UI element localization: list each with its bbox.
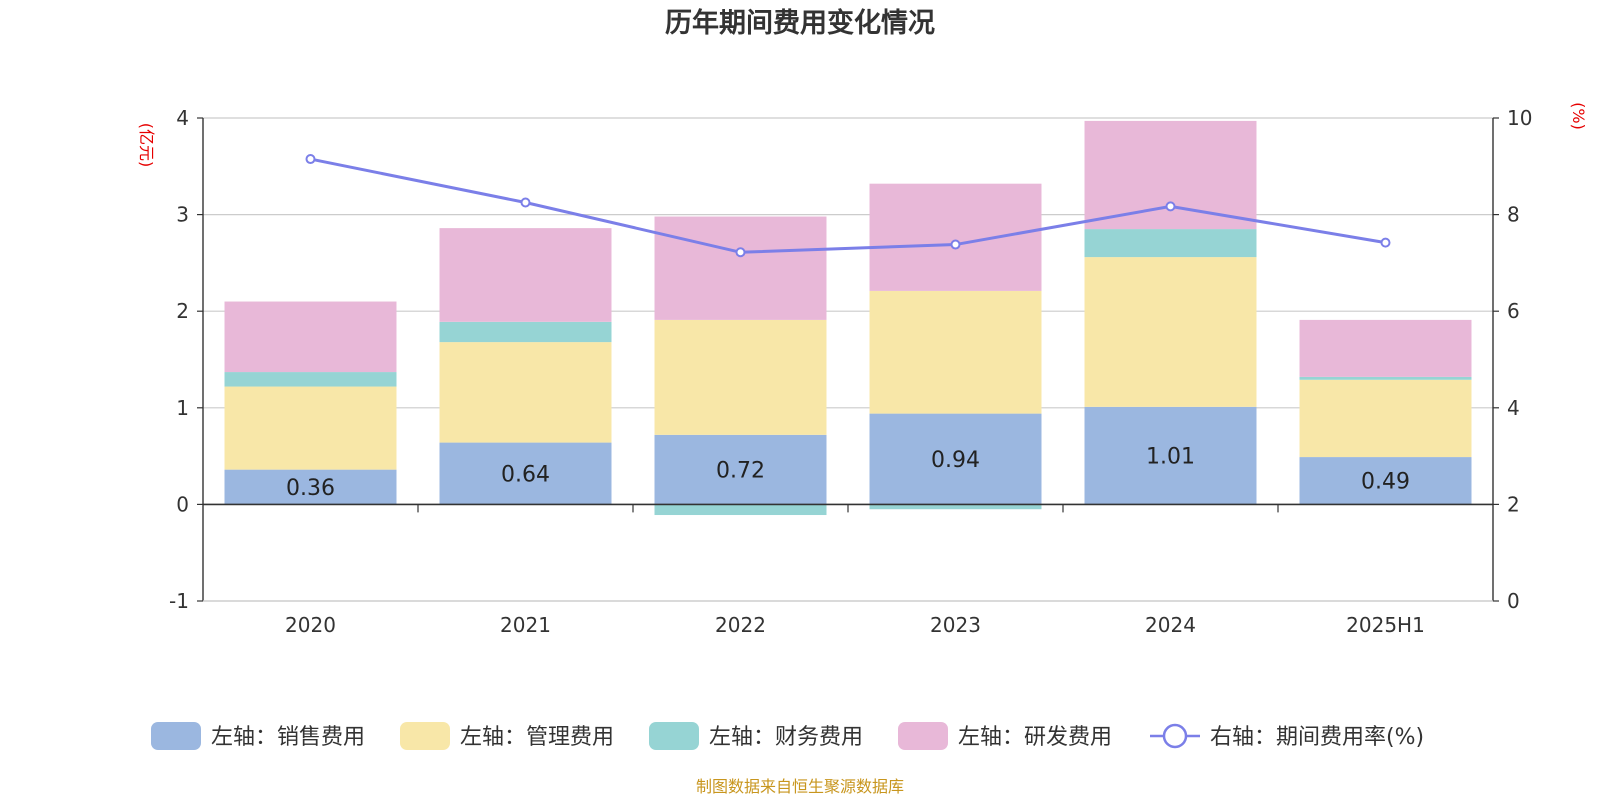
bar-segment [1299,319,1472,377]
bar-segment [439,442,612,505]
x-axis-tick-label: 2024 [1145,613,1196,637]
legend-swatch [151,722,201,750]
left-axis-tick-label: 4 [176,106,189,130]
right-axis-tick-label: 8 [1507,203,1520,227]
legend-swatch [400,722,450,750]
bar-segment [224,301,397,373]
chart-title: 历年期间费用变化情况 [665,7,935,39]
legend-label: 左轴：研发费用 [958,725,1112,750]
bar-segment [654,434,827,505]
x-axis-tick-label: 2021 [500,613,551,637]
bar-segment [224,372,397,387]
legend-item[interactable]: 右轴：期间费用率(%) [1150,723,1424,750]
left-axis-tick-label: 2 [176,299,189,323]
bar-value-label: 0.49 [1361,470,1410,495]
rate-point [1380,237,1391,248]
x-axis-tick-label: 2022 [715,613,766,637]
legend-item[interactable]: 左轴：管理费用 [400,722,614,750]
bar-segment [1299,457,1472,505]
bar-segment [1084,257,1257,407]
right-axis-tick-label: 2 [1507,492,1520,516]
bar-segment [1084,406,1257,505]
rate-line-path [310,157,1386,254]
legend-swatch [898,722,948,750]
rate-line [305,154,1391,258]
bar-segment [1084,120,1257,230]
right-axis-tick-label: 0 [1507,589,1520,613]
bar-segment [1299,379,1472,458]
bar-value-label: 1.01 [1146,445,1195,470]
right-axis-tick-label: 6 [1507,299,1520,323]
bar-value-label: 0.72 [716,459,765,484]
bar-labels: 0.36 0.64 0.72 0.94 1.01 0.49 [286,445,1410,501]
left-axis-unit: (亿元) [137,123,156,168]
bar-segment [869,504,1042,510]
bar-value-label: 0.64 [501,462,550,487]
legend-label: 右轴：期间费用率(%) [1210,725,1424,750]
bar-segment [1084,229,1257,258]
rate-point [950,239,961,250]
x-axis-tick-label: 2025H1 [1346,613,1425,637]
bar-segment [654,319,827,435]
legend-label: 左轴：销售费用 [211,725,365,750]
axes: -1 0 1 2 3 4 0 2 4 6 8 10 2020 2021 2022 2023 2024 2025H1 [169,106,1532,637]
bar-value-label: 0.94 [931,448,980,473]
bar-segment [654,504,827,516]
legend-item[interactable]: 左轴：销售费用 [151,722,365,750]
bar-segment [869,183,1042,291]
left-axis-tick-label: 3 [176,203,189,227]
bar-segment [654,216,827,320]
bar-segment [224,469,397,505]
rate-point [735,247,746,258]
rate-point [520,197,531,208]
legend-label: 左轴：财务费用 [709,725,863,750]
rate-point [1165,201,1176,212]
x-axis-tick-label: 2020 [285,613,336,637]
legend: 左轴：销售费用 左轴：管理费用 左轴：财务费用 左轴：研发费用 右轴：期间费用率(%) [151,722,1424,750]
legend-marker [1162,723,1188,749]
legend-label: 左轴：管理费用 [460,725,614,750]
rate-point [305,154,316,165]
legend-item[interactable]: 左轴：财务费用 [649,722,863,750]
legend-swatch [649,722,699,750]
source-note: 制图数据来自恒生聚源数据库 [696,777,904,796]
bar-segment [1299,376,1472,380]
left-axis-tick-label: 0 [176,492,189,516]
left-axis-tick-label: -1 [169,589,189,613]
bar-segment [869,413,1042,505]
bar-segment [439,321,612,343]
right-axis-tick-label: 4 [1507,396,1520,420]
bar-segment [224,386,397,470]
legend-item[interactable]: 左轴：研发费用 [898,722,1112,750]
bar-segment [439,228,612,322]
bars [224,120,1472,516]
left-axis-tick-label: 1 [176,396,189,420]
x-axis-tick-label: 2023 [930,613,981,637]
bar-segment [439,342,612,443]
bar-value-label: 0.36 [286,476,335,501]
right-axis-tick-label: 10 [1507,106,1532,130]
right-axis-unit: (%) [1569,102,1588,130]
bar-segment [869,290,1042,414]
